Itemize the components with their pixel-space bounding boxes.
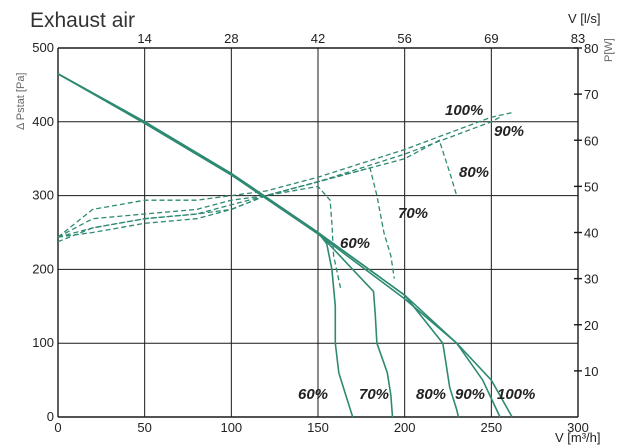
y-tick-label: 500 [32,40,54,55]
grid [57,47,579,418]
y2-axis-label: P[W] [603,38,615,62]
y2-tick-label: 60 [584,133,598,148]
x2-tick-label: 28 [224,31,238,46]
y-tick-label: 0 [47,409,54,424]
x-tick-label: 0 [54,420,61,435]
y2-tick-label: 30 [584,272,598,287]
y-tick-label: 100 [32,335,54,350]
x2-tick-label: 42 [311,31,325,46]
power-curve-70pct [57,167,395,279]
curves [57,73,513,418]
y2-tick-label: 80 [584,41,598,56]
x2-tick-label: 56 [397,31,411,46]
chart-title: Exhaust air [30,9,135,32]
x-tick-label: 300 [567,420,589,435]
y2-tick-label: 50 [584,179,598,194]
power-setting-label: 70% [398,205,428,222]
pressure-curve-80pct [57,73,460,418]
x2-tick-label: 14 [137,31,151,46]
x-tick-label: 200 [394,420,416,435]
tick-labels: 0 50 100 150 200 250 300 0 100 200 300 400 500 14 28 42… [32,31,598,435]
y2-tick-label: 10 [584,364,598,379]
x2-axis-label: V [l/s] [568,11,601,26]
x2-tick-label: 83 [571,31,585,46]
pressure-setting-label: 70% [359,386,389,403]
power-setting-label: 60% [340,235,370,252]
pressure-setting-label: 80% [416,386,446,403]
pressure-curve-90pct [57,73,501,418]
power-curve-90pct [57,116,501,238]
power-curve-60pct [57,185,342,289]
y-tick-label: 200 [32,261,54,276]
pressure-setting-label: 100% [497,386,535,403]
power-setting-label: 90% [494,123,524,140]
annotations: 60% 70% 80% 90% 100% 100% 90% 80% 70% 60% [298,102,535,403]
y2-tick-label: 70 [584,87,598,102]
power-setting-label: 80% [459,164,489,181]
y-tick-label: 300 [32,188,54,203]
x-tick-label: 50 [137,420,151,435]
pressure-setting-label: 60% [298,386,328,403]
power-setting-label: 100% [445,102,483,119]
x-tick-label: 250 [480,420,502,435]
x-tick-label: 150 [307,420,329,435]
power-curve-100pct [57,111,513,238]
x2-tick-label: 69 [484,31,498,46]
x-axis-label: V [m³/h] [555,430,601,445]
pressure-curve-100pct [57,73,513,418]
y-axis-label: Δ Pstat [Pa] [15,73,27,131]
y2-tick-label: 40 [584,226,598,241]
power-curve-80pct [57,139,458,243]
x-tick-label: 100 [220,420,242,435]
y-tick-label: 400 [32,114,54,129]
y2-tick-label: 20 [584,318,598,333]
pressure-curve-60pct [57,73,354,418]
pressure-setting-label: 90% [455,386,485,403]
